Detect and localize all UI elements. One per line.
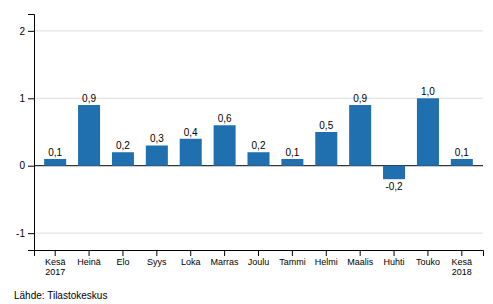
x-tick-mark — [89, 250, 90, 256]
data-labels: 0,1 0,9 0,2 0,3 0,4 0,6 0,2 0,1 0,5 0,9 -0,2 1,0 0,1 — [48, 86, 469, 191]
bar — [417, 98, 439, 165]
y-tick: 0 — [19, 160, 34, 171]
x-tick-label: Elo — [116, 257, 129, 267]
x-tick-label: Helmi — [315, 257, 338, 267]
y-tick-mark — [28, 98, 34, 99]
x-tick-mark — [190, 250, 191, 256]
x-axis-line — [35, 251, 484, 257]
data-label: 0,2 — [252, 140, 266, 151]
x-tick: Kesä2018 — [452, 250, 473, 277]
x-tick: Touko — [416, 250, 440, 267]
y-tick-mark — [28, 233, 34, 234]
plot: 0,10,90,20,30,40,60,20,10,50,9-0,21,00,1… — [16, 15, 483, 278]
data-label: 0,5 — [319, 120, 333, 131]
x-tick-label: Kesä2018 — [452, 257, 473, 277]
bar — [180, 139, 202, 166]
x-tick: Helmi — [315, 250, 338, 267]
y-tick-label: 1 — [19, 93, 25, 104]
x-tick: Marras — [211, 250, 240, 267]
bar — [44, 159, 66, 166]
x-tick-mark — [292, 250, 293, 256]
y-tick: -1 — [16, 228, 34, 239]
source: Lähde: Tilastokeskus — [14, 290, 107, 301]
data-label: 0,2 — [116, 140, 130, 151]
y-tick: 1 — [19, 93, 34, 104]
y-tick: 2 — [19, 26, 34, 37]
x-tick-mark — [122, 250, 123, 256]
grid-line — [34, 30, 483, 31]
x-tick-label: Joulu — [248, 257, 270, 267]
x-tick-label: Loka — [181, 257, 201, 267]
x-tick-mark — [360, 250, 361, 256]
x-tick: Elo — [116, 250, 129, 267]
x-tick: Maalis — [347, 250, 374, 267]
x-tick-mark — [326, 250, 327, 256]
x-tick-mark — [461, 250, 462, 256]
x-tick: Huhti — [384, 250, 405, 267]
data-label: 0,4 — [184, 127, 198, 138]
data-label: 0,9 — [82, 93, 96, 104]
data-label: -0,2 — [385, 181, 403, 192]
x-tick: Tammi — [279, 250, 306, 267]
x-tick-mark — [224, 250, 225, 256]
x-tick-mark — [427, 250, 428, 256]
bar — [451, 159, 473, 166]
x-tick: Joulu — [248, 250, 270, 267]
data-label: 0,6 — [218, 113, 232, 124]
x-tick-label: Touko — [416, 257, 440, 267]
bar — [315, 132, 337, 166]
x-tick-label: Marras — [211, 257, 240, 267]
grid-line — [34, 98, 483, 99]
bar — [349, 105, 371, 166]
data-label: 0,9 — [353, 93, 367, 104]
x-tick-label: Syys — [147, 257, 167, 267]
y-axis: -1 0 1 2 — [16, 15, 34, 251]
bar — [78, 105, 100, 166]
bar — [281, 159, 303, 166]
x-axis: Kesä2017 Heinä Elo Syys Loka Marras Joulu Tammi… — [35, 250, 484, 277]
x-tick: Loka — [181, 250, 201, 267]
grid — [34, 31, 483, 233]
x-tick-label: Heinä — [77, 257, 101, 267]
bar — [383, 166, 405, 179]
chart: 0,10,90,20,30,40,60,20,10,50,9-0,21,00,1… — [0, 0, 493, 304]
x-tick-label: Kesä2017 — [45, 257, 66, 277]
data-label: 1,0 — [421, 86, 435, 97]
bar — [146, 145, 168, 165]
y-axis-line — [28, 15, 35, 251]
y-tick-mark — [28, 166, 34, 167]
y-tick-label: 2 — [19, 26, 25, 37]
data-label: 0,3 — [150, 133, 164, 144]
y-tick-label: 0 — [19, 160, 25, 171]
y-tick-mark — [28, 31, 34, 32]
y-tick-label: -1 — [16, 228, 25, 239]
data-label: 0,1 — [285, 147, 299, 158]
bar — [112, 152, 134, 165]
grid-line — [34, 233, 483, 234]
data-label: 0,1 — [455, 147, 469, 158]
data-label: 0,1 — [48, 147, 62, 158]
x-tick-label: Huhti — [384, 257, 405, 267]
x-tick: Heinä — [77, 250, 101, 267]
x-tick-label: Tammi — [279, 257, 306, 267]
bar — [247, 152, 269, 165]
x-tick-label: Maalis — [347, 257, 374, 267]
bar — [214, 125, 236, 165]
x-tick-mark — [394, 250, 395, 256]
x-tick-mark — [156, 250, 157, 256]
x-tick-mark — [55, 250, 56, 256]
x-tick: Kesä2017 — [45, 250, 66, 277]
x-tick: Syys — [147, 250, 167, 267]
x-tick-mark — [258, 250, 259, 256]
bars — [44, 98, 473, 179]
